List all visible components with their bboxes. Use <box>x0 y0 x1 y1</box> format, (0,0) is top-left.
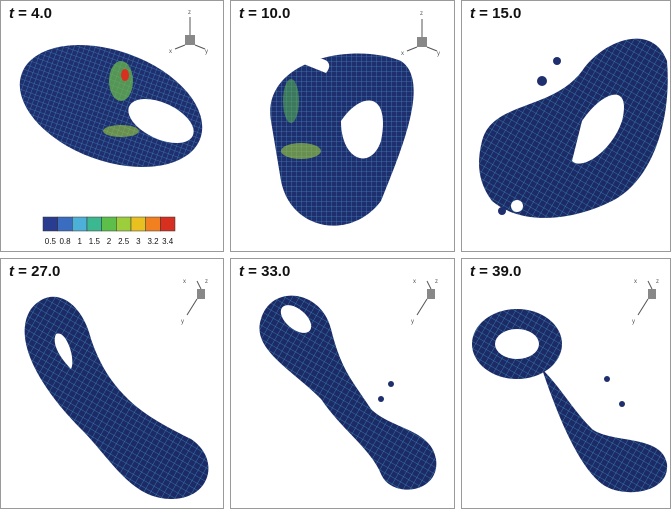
colorbar-label: 3.4 <box>162 237 174 246</box>
render: x z y <box>231 259 456 509</box>
axis-label: x <box>413 279 416 285</box>
axis-label: y <box>205 49 208 55</box>
axis-triad: x z y <box>411 279 438 325</box>
axis-label: x <box>401 51 404 57</box>
axis-label: z <box>188 10 191 16</box>
axis-label: x <box>169 49 172 55</box>
time-value: = 10.0 <box>248 5 290 22</box>
render: x z y <box>462 259 671 509</box>
panel-title: t = 39.0 <box>470 263 521 280</box>
axis-label: z <box>435 279 438 285</box>
colorbar-segment <box>87 217 102 231</box>
panel-title: t = 33.0 <box>239 263 290 280</box>
axis-triad: z x y <box>401 11 440 57</box>
time-symbol: t <box>9 5 14 22</box>
colorbar-segment <box>72 217 87 231</box>
time-symbol: t <box>239 5 244 22</box>
panel: x z y t = 33.0 <box>230 258 455 509</box>
colorbar-segment <box>131 217 146 231</box>
colorbar-label: 2.5 <box>118 237 130 246</box>
colorbar-label: 0.8 <box>59 237 71 246</box>
axis-triad: x z y <box>181 279 208 325</box>
axis-label: z <box>656 279 659 285</box>
time-symbol: t <box>470 5 475 22</box>
colorbar-label: 3.2 <box>147 237 159 246</box>
colorbar-label: 3 <box>136 237 141 246</box>
colorbar-segment <box>146 217 161 231</box>
axis-label: z <box>205 279 208 285</box>
axis-label: y <box>181 319 184 325</box>
axis-triad: z x y <box>169 10 208 55</box>
axis-label: y <box>437 51 440 57</box>
time-value: = 39.0 <box>479 263 521 280</box>
panel-title: t = 15.0 <box>470 5 521 22</box>
time-value: = 33.0 <box>248 263 290 280</box>
axis-label: x <box>183 279 186 285</box>
panel: t = 15.0 <box>461 0 671 252</box>
time-symbol: t <box>239 263 244 280</box>
axis-triad: x z y <box>632 279 659 325</box>
time-value: = 15.0 <box>479 5 521 22</box>
figure: z x y 0.50.8 1 1.5 2 2.5 3 3.23.4 t = 4.0 z x … <box>0 0 671 509</box>
time-symbol: t <box>9 263 14 280</box>
colorbar-label: 2 <box>107 237 112 246</box>
colorbar-segment <box>102 217 117 231</box>
panel-title: t = 4.0 <box>9 5 52 22</box>
axis-label: y <box>411 319 414 325</box>
colorbar-segment <box>58 217 73 231</box>
panel-title: t = 27.0 <box>9 263 60 280</box>
colorbar-label: 0.5 <box>45 237 57 246</box>
axis-label: y <box>632 319 635 325</box>
colorbar-segment <box>160 217 175 231</box>
colorbar-segment <box>43 217 58 231</box>
panel-title: t = 10.0 <box>239 5 290 22</box>
colorbar-segment <box>116 217 131 231</box>
time-symbol: t <box>470 263 475 280</box>
panel: x z y t = 27.0 <box>0 258 224 509</box>
axis-label: z <box>420 11 423 17</box>
render: x z y <box>1 259 225 509</box>
panel: x z y t = 39.0 <box>461 258 671 509</box>
time-value: = 27.0 <box>18 263 60 280</box>
colorbar-label: 1.5 <box>89 237 101 246</box>
panel: z x y t = 10.0 <box>230 0 455 252</box>
colorbar-label: 1 <box>77 237 82 246</box>
time-value: = 4.0 <box>18 5 52 22</box>
render <box>462 1 671 253</box>
axis-label: x <box>634 279 637 285</box>
render: z x y <box>231 1 456 253</box>
